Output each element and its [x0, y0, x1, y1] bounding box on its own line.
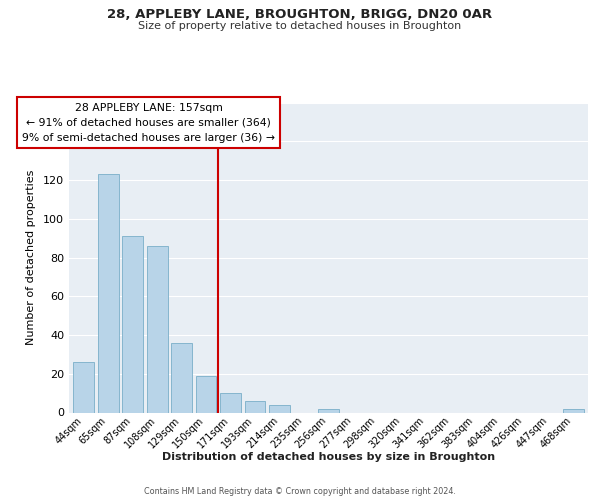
Bar — [196, 376, 217, 412]
Bar — [73, 362, 94, 412]
Text: 28, APPLEBY LANE, BROUGHTON, BRIGG, DN20 0AR: 28, APPLEBY LANE, BROUGHTON, BRIGG, DN20… — [107, 8, 493, 20]
Bar — [98, 174, 119, 412]
Text: Distribution of detached houses by size in Broughton: Distribution of detached houses by size … — [162, 452, 496, 462]
Text: 28 APPLEBY LANE: 157sqm
← 91% of detached houses are smaller (364)
9% of semi-de: 28 APPLEBY LANE: 157sqm ← 91% of detache… — [22, 102, 275, 143]
Bar — [318, 408, 339, 412]
Bar — [245, 401, 265, 412]
Bar — [220, 393, 241, 412]
Y-axis label: Number of detached properties: Number of detached properties — [26, 170, 36, 345]
Text: Size of property relative to detached houses in Broughton: Size of property relative to detached ho… — [139, 21, 461, 31]
Text: Contains HM Land Registry data © Crown copyright and database right 2024.
Contai: Contains HM Land Registry data © Crown c… — [126, 488, 474, 500]
Bar — [269, 405, 290, 412]
Bar — [122, 236, 143, 412]
Bar — [563, 408, 584, 412]
Bar — [171, 343, 192, 412]
Bar — [147, 246, 167, 412]
